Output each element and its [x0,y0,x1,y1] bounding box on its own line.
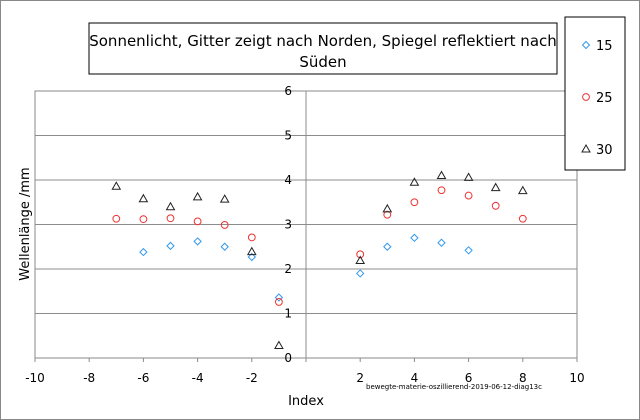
data-point [166,214,175,223]
data-point [490,182,501,192]
data-point [220,242,229,251]
legend-label-25: 25 [596,91,613,106]
x-tick-label: 2 [356,371,364,385]
series-30 [111,170,528,350]
data-point [437,238,446,247]
y-axis-label: Wellenlänge /mm [18,167,33,280]
legend-box [564,16,626,171]
data-point [382,203,393,213]
legend-marker-15 [581,40,591,50]
x-axis-label: Index [288,394,324,409]
y-tick-label: 4 [284,173,292,187]
chart-title-line-2: Süden [299,53,346,71]
x-tick-label: -8 [83,371,95,385]
legend-label-30: 30 [596,143,613,158]
data-point [410,198,419,207]
data-point [247,233,256,242]
x-tick-label: 6 [465,371,473,385]
data-point [355,255,366,265]
legend: 15 25 30 [564,16,626,171]
data-point [112,214,121,223]
data-point [517,185,528,195]
data-point [139,215,148,224]
data-point [518,214,527,223]
data-point [463,172,474,181]
data-point [193,237,202,246]
data-point [246,246,257,256]
data-point [274,293,284,302]
y-tick-label: 1 [284,307,292,321]
data-point [247,252,257,262]
data-point [356,250,365,259]
data-points [111,170,528,350]
data-point [383,242,392,251]
x-tick-label: -6 [137,371,149,385]
x-tick-label: 8 [519,371,527,385]
legend-marker-25 [582,93,590,101]
legend-marker-30 [581,143,591,153]
data-point [166,241,175,251]
chart-title-line-1: Sonnenlicht, Gitter zeigt nach Norden, S… [89,32,557,50]
series-25 [112,186,527,306]
x-tick-label: -10 [25,371,45,385]
data-point [464,246,473,255]
data-point [193,217,202,226]
data-point [491,201,500,210]
data-point [138,193,149,203]
data-point [165,201,176,211]
data-point [220,221,229,229]
data-point [275,298,283,306]
data-point [192,191,203,201]
tick-labels: 0 1 2 3 4 5 6 -10 -8 -6 -4 -2 2 4 6 8 10 [25,84,584,385]
data-point [111,181,122,190]
data-point [219,194,230,203]
chart-credit: bewegte-materie-oszillierend-2019-06-12-… [366,383,542,391]
x-tick-label: 4 [411,371,419,385]
data-point [410,233,419,243]
y-tick-label: 6 [284,84,292,98]
data-point [383,210,392,219]
data-point [274,340,284,350]
data-point [437,186,446,195]
data-point [355,269,365,278]
data-point [409,177,420,186]
series-15 [139,233,473,302]
x-tick-label: -4 [192,371,204,385]
y-tick-label: 5 [284,129,292,143]
data-point [436,170,447,180]
y-tick-label: 3 [284,218,292,232]
y-tick-label: 0 [284,351,292,365]
legend-label-15: 15 [596,39,613,54]
y-tick-label: 2 [284,262,292,276]
x-tick-label: 10 [569,371,584,385]
data-point [139,247,148,257]
chart-title-box: Sonnenlicht, Gitter zeigt nach Norden, S… [88,22,558,75]
x-tick-label: -2 [246,371,258,385]
axes [34,90,578,362]
data-point [464,191,473,200]
